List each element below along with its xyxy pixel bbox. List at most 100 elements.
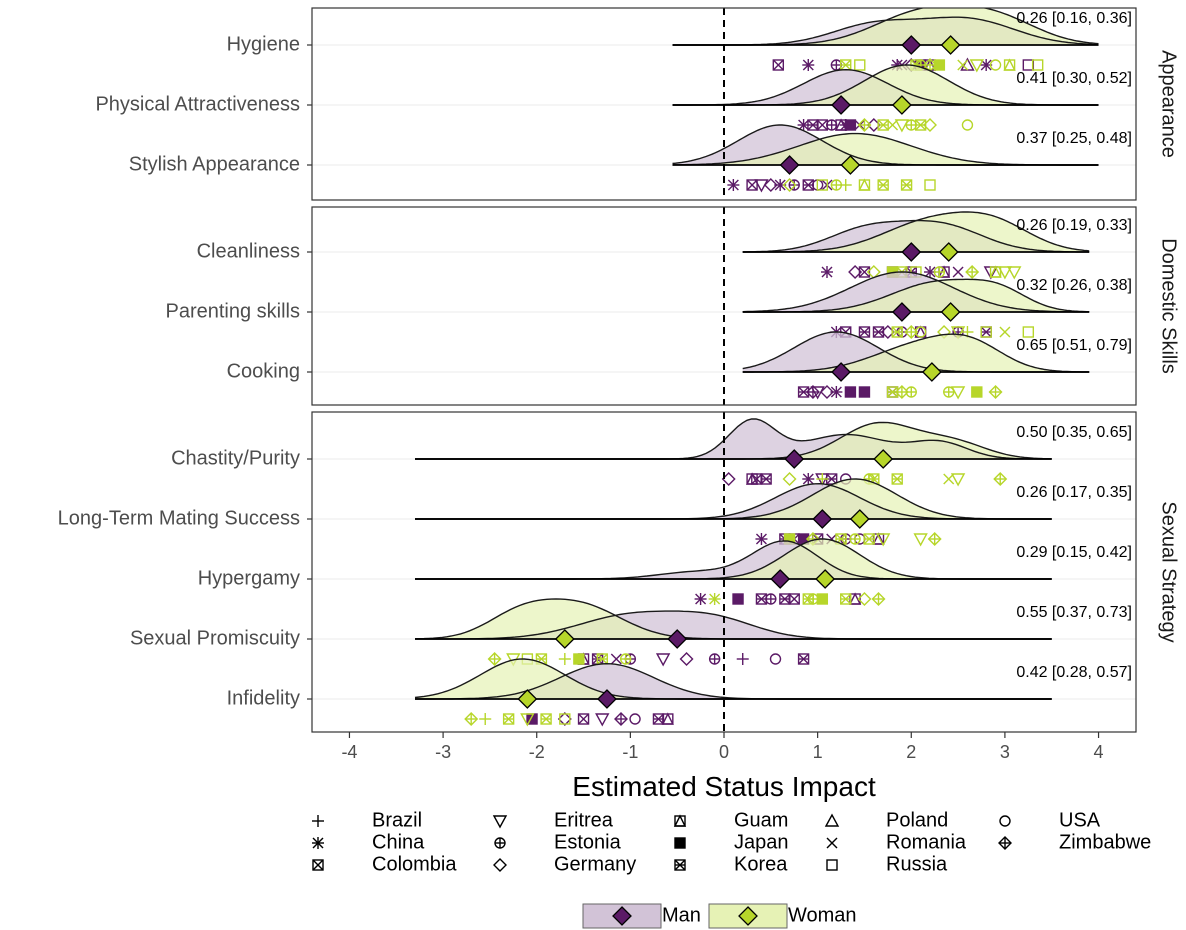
legend-label: Estonia <box>554 831 622 853</box>
x-axis-title: Estimated Status Impact <box>572 771 876 802</box>
point-woman-russia <box>924 179 936 191</box>
point-woman-russia <box>1031 59 1044 71</box>
point-woman-japan <box>816 593 829 605</box>
legend-item-korea: Korea <box>674 853 788 875</box>
legend-label: Russia <box>886 853 948 875</box>
point-man-korea <box>755 593 768 605</box>
point-man-eritrea <box>655 653 671 667</box>
legend-symbol-russia <box>826 859 838 871</box>
legend-symbol-estonia <box>494 837 506 849</box>
point-woman-germany <box>857 592 872 606</box>
legend-item-russia: Russia <box>826 853 948 875</box>
point-woman-brazil <box>816 473 829 485</box>
mean-woman <box>921 362 942 382</box>
mean-woman <box>891 95 912 115</box>
panel-sexual-strategy: 0.50 [0.35, 0.65] 0.26 [0.17, 0.35] 0.29 [… <box>58 411 1180 733</box>
row-label: Cooking <box>227 360 300 382</box>
point-woman-estonia <box>905 119 917 131</box>
panel-appearance: 0.26 [0.16, 0.36] 0.41 [0.30, 0.52] 0.37 [… <box>95 7 1180 201</box>
density-woman-outline <box>742 333 1090 373</box>
mean-man <box>891 302 912 322</box>
point-man-colombia <box>858 266 871 278</box>
point-man-japan <box>858 386 871 398</box>
panel-frame <box>311 206 1137 406</box>
legend-item-woman: Woman <box>708 903 857 929</box>
point-man-china <box>727 179 740 191</box>
legend-symbol-china <box>312 837 324 849</box>
point-man-germany <box>820 385 834 399</box>
density-man-outline <box>742 271 1090 313</box>
x-tick-label: 4 <box>1094 742 1104 762</box>
point-woman-eritrea <box>1007 266 1022 280</box>
point-woman-korea <box>877 119 889 131</box>
mean-woman <box>938 242 959 262</box>
legend-symbol-colombia <box>312 859 324 871</box>
density-woman <box>742 334 1090 372</box>
point-man-japan <box>844 386 857 398</box>
density-woman <box>415 599 1052 639</box>
point-man-korea <box>760 473 772 485</box>
point-woman-usa <box>914 326 927 338</box>
legend-item-japan: Japan <box>674 831 789 853</box>
strip-label: Appearance <box>1158 50 1180 158</box>
density-woman <box>672 8 1099 45</box>
point-man-korea <box>652 713 665 725</box>
point-man-colombia <box>772 59 785 71</box>
point-woman-zimbabwe <box>965 265 980 279</box>
density-woman <box>672 133 1099 165</box>
point-woman-estonia <box>933 266 946 278</box>
point-man-korea <box>797 653 810 665</box>
point-woman-eritrea <box>950 386 966 400</box>
x-tick-label: -1 <box>622 742 638 762</box>
point-woman-korea <box>540 713 552 725</box>
point-woman-korea <box>891 326 903 338</box>
mean-woman <box>849 509 870 529</box>
row-chastity-purity: 0.50 [0.35, 0.65] <box>415 418 1132 487</box>
legend-item-zimbabwe: Zimbabwe <box>998 831 1151 853</box>
x-tick-label: 2 <box>906 742 916 762</box>
legend-symbol-germany <box>493 858 507 872</box>
point-man-brazil <box>736 653 749 665</box>
legend-key-diamond <box>612 906 632 926</box>
mean-man <box>901 242 922 262</box>
point-woman-brazil <box>558 653 571 665</box>
effect-size-label: 0.29 [0.15, 0.42] <box>1016 544 1132 561</box>
legend-item-china: China <box>312 831 425 853</box>
legend-item-eritrea: Eritrea <box>492 809 614 831</box>
x-axis: -4 -3 -2 -1 0 1 2 3 4 <box>341 732 1104 762</box>
mean-man <box>770 569 791 589</box>
legend-label: Man <box>662 904 701 926</box>
point-man-guam <box>661 712 674 725</box>
legend-label: USA <box>1059 809 1101 831</box>
point-woman-estonia <box>849 533 861 545</box>
mean-man <box>901 35 922 55</box>
point-woman-germany <box>923 118 937 132</box>
mean-man <box>667 629 688 649</box>
strip-label: Sexual Strategy <box>1158 501 1180 642</box>
point-woman-korea <box>840 593 852 605</box>
panels-layer: 0.26 [0.16, 0.36] 0.41 [0.30, 0.52] 0.37 [… <box>58 7 1180 733</box>
effect-size-label: 0.26 [0.19, 0.33] <box>1016 217 1132 234</box>
point-woman-guam <box>1003 58 1016 71</box>
point-man-china <box>694 593 707 605</box>
mean-woman <box>940 302 961 322</box>
point-woman-germany <box>782 178 797 192</box>
point-woman-eritrea <box>950 473 966 487</box>
mean-man <box>779 155 800 175</box>
legend-symbol-zimbabwe <box>998 836 1012 850</box>
legend-symbol-poland <box>824 813 840 827</box>
legend-item-germany: Germany <box>493 853 636 875</box>
point-man-colombia <box>577 713 590 725</box>
point-man-colombia <box>788 593 800 605</box>
effect-size-label: 0.55 [0.37, 0.73] <box>1016 604 1132 621</box>
point-woman-eritrea <box>876 533 891 547</box>
row-label: Parenting skills <box>165 300 300 322</box>
effect-size-label: 0.65 [0.51, 0.79] <box>1016 337 1132 354</box>
point-woman-russia <box>854 59 866 71</box>
row-sexual-promiscuity: 0.55 [0.37, 0.73] <box>414 598 1132 667</box>
legend-item-brazil: Brazil <box>312 809 422 831</box>
point-woman-romania <box>957 59 969 71</box>
legend-label: Woman <box>788 904 857 926</box>
density-woman <box>742 212 1090 252</box>
